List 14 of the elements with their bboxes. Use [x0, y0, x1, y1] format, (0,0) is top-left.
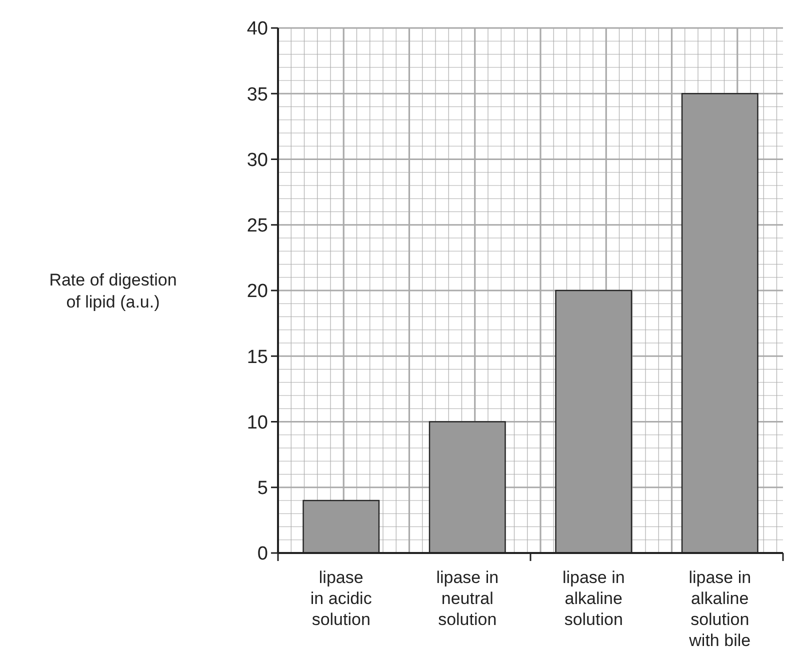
y-tick-label: 25	[246, 216, 268, 237]
x-tick-label: lipase in alkaline solution	[562, 568, 625, 629]
x-tick-label: lipase in alkaline solution with bile	[688, 568, 752, 650]
y-tick-label: 35	[246, 84, 268, 106]
y-tick-label: 15	[246, 346, 268, 368]
y-tick-label: 0	[257, 544, 268, 565]
y-tick-label: 30	[246, 150, 268, 171]
x-tick-label: lipase in neutral solution	[436, 568, 499, 629]
y-tick-label: 5	[257, 478, 268, 500]
y-tick-label: 10	[246, 412, 268, 434]
y-tick-label: 40	[246, 18, 268, 40]
y-tick-label: 20	[246, 281, 268, 302]
x-tick-label: lipase in acidic solution	[310, 568, 372, 629]
y-axis-title: Rate of digestion of lipid (a.u.)	[49, 270, 177, 312]
